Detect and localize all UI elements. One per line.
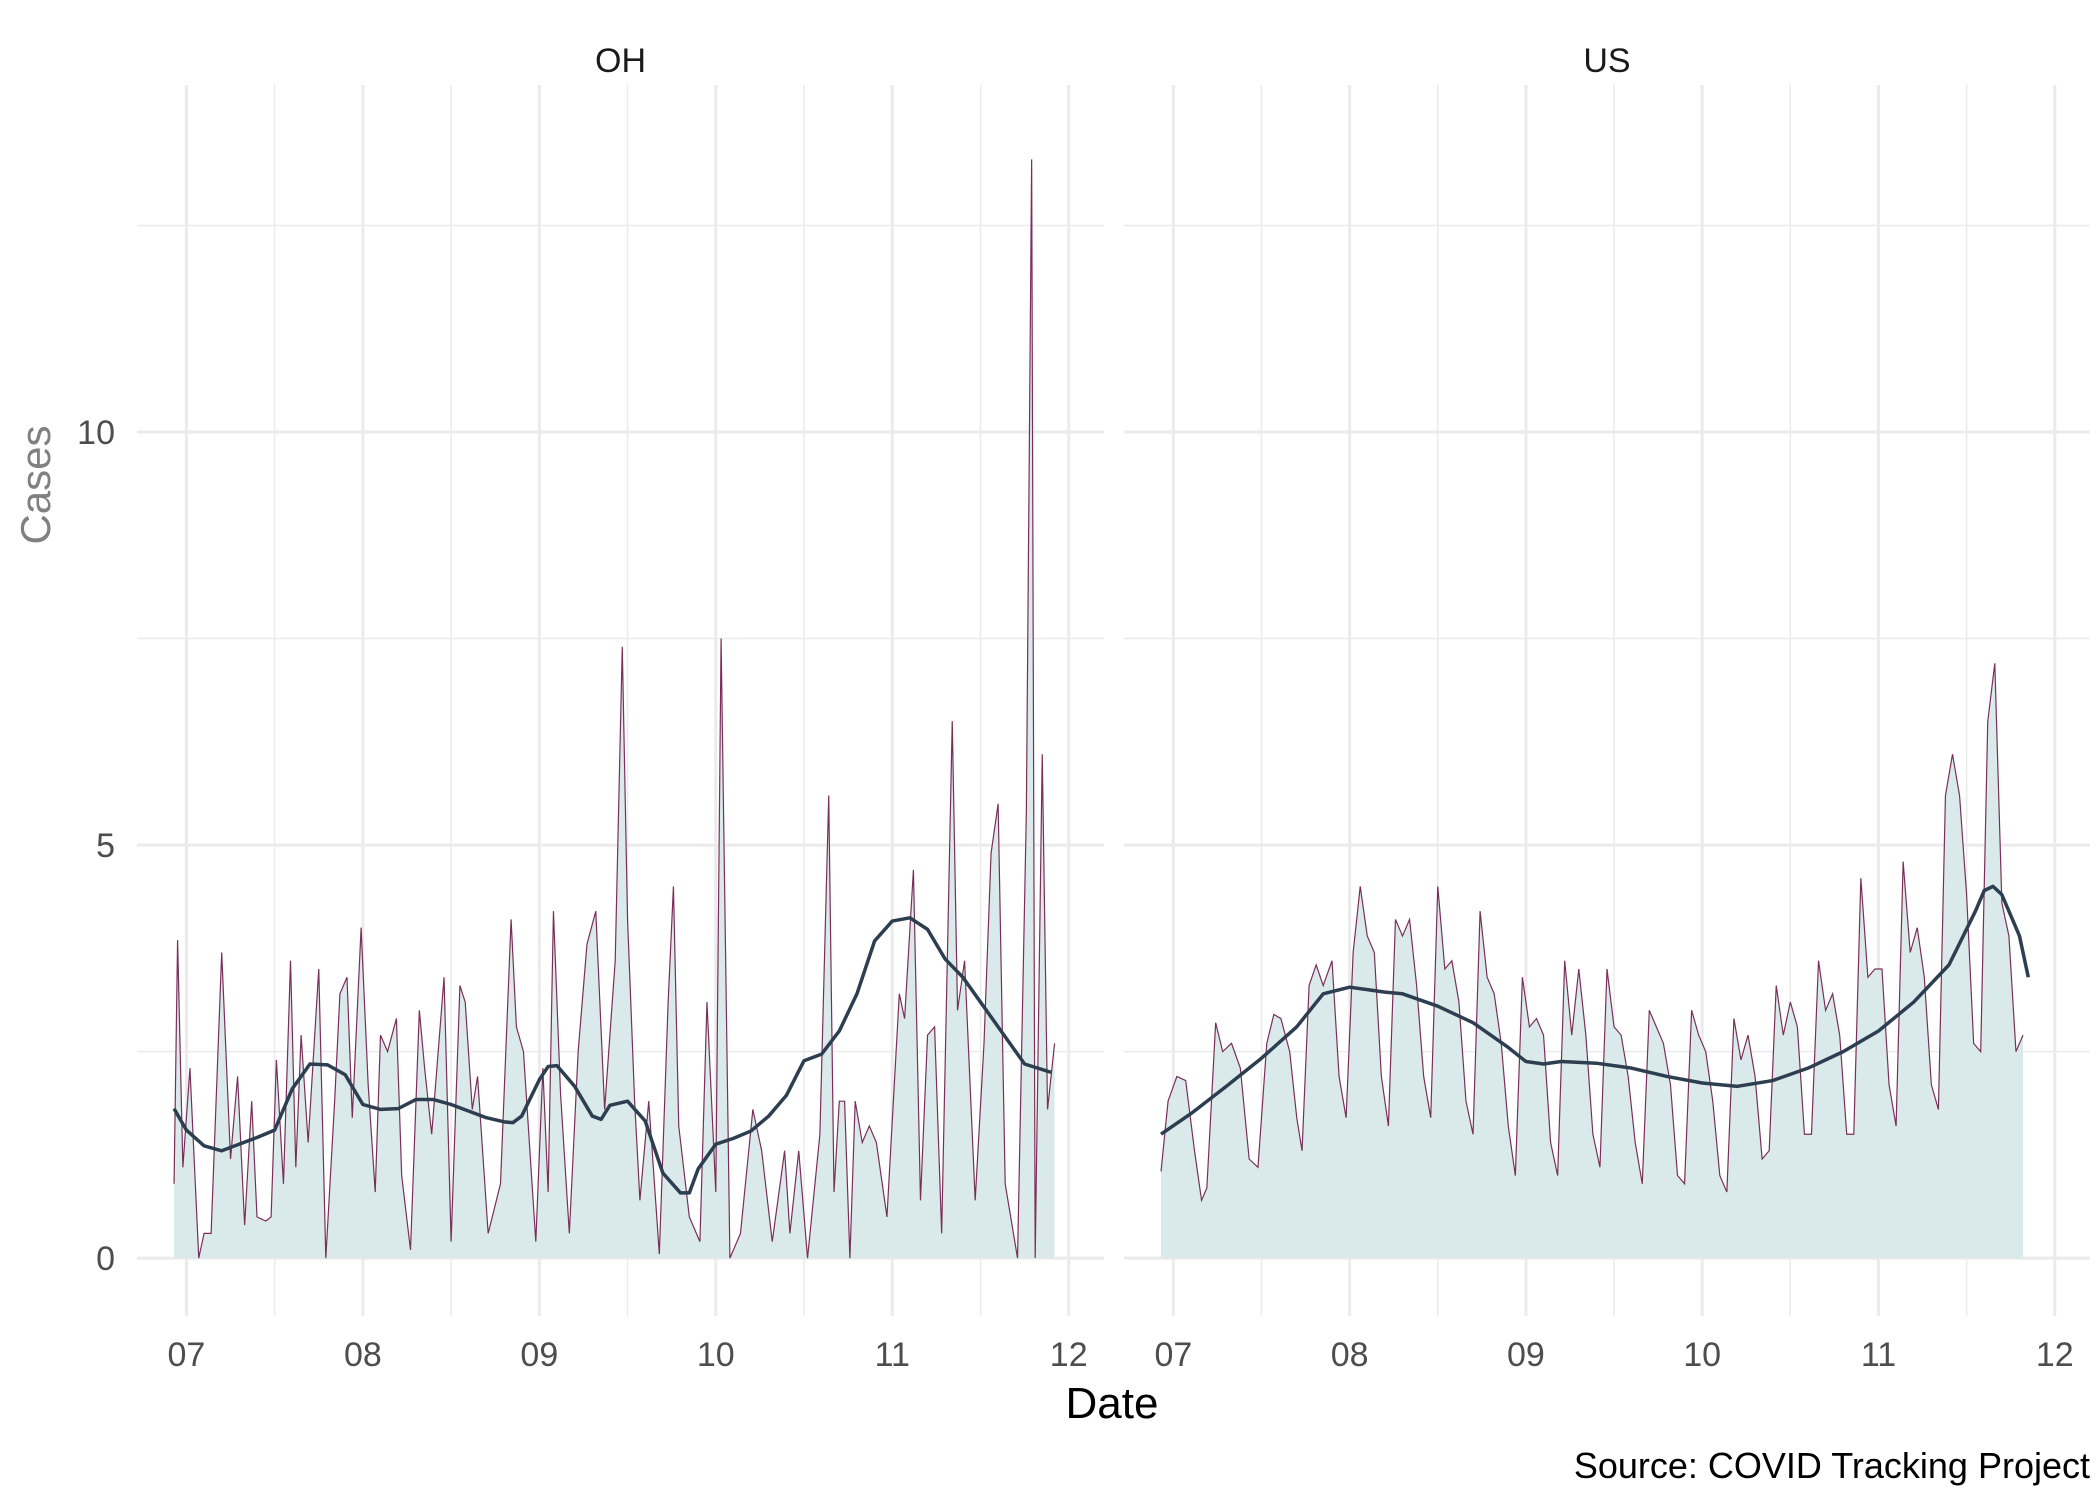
smoothed-trend-line	[1160, 884, 2031, 1136]
panel-oh: OH 07 08 09 10 11 12	[137, 42, 1104, 1374]
x-tick-label: 10	[1683, 1336, 1721, 1374]
cases-area	[174, 159, 1055, 1259]
y-tick-label: 5	[96, 827, 115, 865]
cases-area	[1161, 663, 2024, 1259]
daily-cases-line	[173, 159, 1056, 1259]
strip-label: US	[1583, 42, 1630, 80]
daily-cases-line	[1160, 663, 2024, 1203]
strip-label: OH	[595, 42, 646, 80]
x-tick-label: 08	[1331, 1336, 1369, 1374]
x-tick-label: 11	[875, 1336, 910, 1374]
x-tick-label: 11	[1861, 1336, 1896, 1374]
y-tick-label: 0	[96, 1240, 115, 1278]
smoothed-trend-line	[172, 916, 1052, 1195]
y-axis-title: Cases	[12, 425, 59, 544]
x-tick-label: 07	[167, 1336, 205, 1374]
y-tick-label: 10	[77, 414, 115, 452]
x-tick-label: 08	[344, 1336, 382, 1374]
y-axis: 0 5 10	[77, 414, 115, 1278]
source-caption: Source: COVID Tracking Project	[1574, 1445, 2090, 1486]
x-tick-label: 12	[1050, 1336, 1088, 1374]
x-axis-title: Date	[1066, 1379, 1159, 1428]
x-tick-label: 09	[1507, 1336, 1545, 1374]
x-tick-label: 07	[1154, 1336, 1192, 1374]
x-tick-label: 12	[2036, 1336, 2074, 1374]
grid	[137, 85, 1104, 1316]
panel-us: US 07 08 09 10 11 12	[1124, 42, 2090, 1374]
x-tick-label: 10	[697, 1336, 735, 1374]
x-tick-label: 09	[520, 1336, 558, 1374]
